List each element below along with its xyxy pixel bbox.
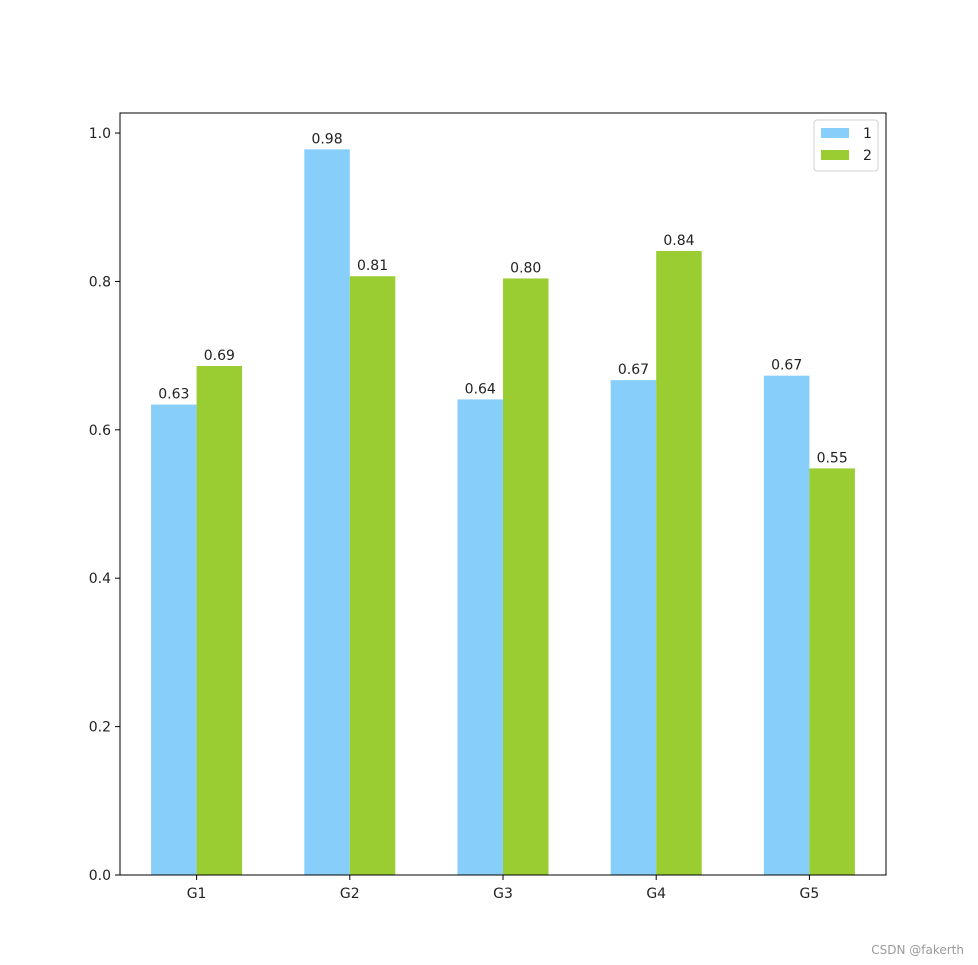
y-tick-label: 0.8 (89, 274, 111, 290)
y-tick-label: 0.6 (89, 423, 111, 439)
y-tick-label: 1.0 (89, 126, 111, 142)
legend-swatch-series-1 (821, 128, 849, 138)
y-axis: 0.0 0.2 0.4 0.6 0.8 1.0 (89, 126, 120, 884)
bar-label-G4-series-1: 0.67 (618, 362, 649, 378)
bars-group (151, 149, 855, 875)
bar-label-G1-series-1: 0.63 (158, 387, 189, 403)
bar-G1-series-2 (196, 366, 243, 875)
bar-label-G2-series-2: 0.81 (357, 258, 388, 274)
y-tick-label: 0.2 (89, 720, 111, 736)
bar-label-G1-series-2: 0.69 (204, 348, 235, 364)
bar-G3-series-2 (503, 278, 549, 875)
bar-G2-series-2 (349, 276, 396, 875)
bar-label-G4-series-2: 0.84 (663, 233, 694, 249)
bar-labels-group: 0.63 0.69 0.98 0.81 0.64 0.80 0.67 0.84 0.67 0.55 (158, 131, 847, 466)
bar-label-G3-series-1: 0.64 (465, 381, 496, 397)
x-tick-label: G3 (493, 886, 513, 902)
bar-G1-series-1 (151, 404, 197, 875)
y-tick-label: 0.0 (89, 868, 111, 884)
legend: 12 (813, 119, 879, 172)
bar-G5-series-2 (809, 468, 855, 875)
x-tick-label: G4 (646, 886, 666, 902)
y-tick-label: 0.4 (89, 571, 111, 587)
x-tick-label: G1 (187, 886, 207, 902)
bar-G3-series-1 (457, 399, 503, 875)
bar-label-G2-series-1: 0.98 (311, 131, 342, 147)
bar-label-G3-series-2: 0.80 (510, 260, 541, 276)
bar-label-G5-series-2: 0.55 (817, 450, 848, 466)
watermark: CSDN @fakerth (871, 943, 964, 957)
bar-label-G5-series-1: 0.67 (771, 358, 802, 374)
legend-label-series-1: 1 (863, 126, 872, 142)
x-axis: G1 G2 G3 G4 G5 (187, 875, 820, 902)
bar-G2-series-1 (304, 149, 350, 875)
legend-swatch-series-2 (821, 150, 849, 160)
x-tick-label: G5 (800, 886, 820, 902)
legend-label-series-2: 2 (863, 148, 872, 164)
bar-G5-series-1 (763, 375, 810, 875)
bar-G4-series-1 (610, 380, 657, 875)
bar-G4-series-2 (656, 251, 702, 875)
x-tick-label: G2 (340, 886, 360, 902)
